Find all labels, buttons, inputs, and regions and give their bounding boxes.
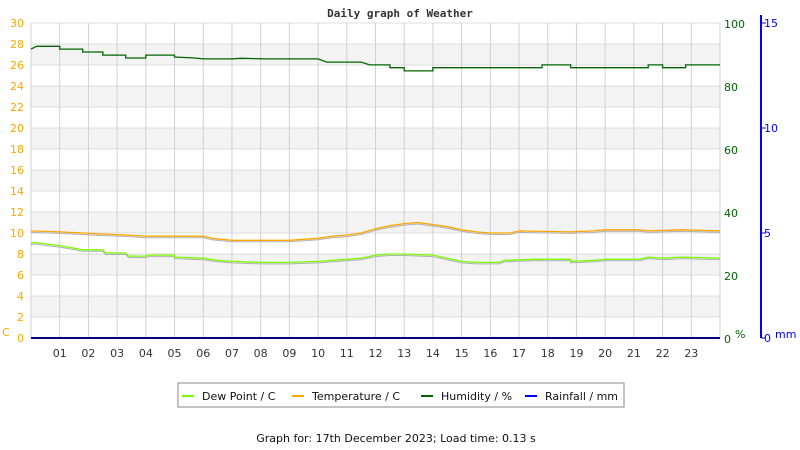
grid — [30, 22, 721, 338]
right-tick-label: 40 — [724, 207, 738, 220]
x-tick-label: 02 — [81, 347, 95, 360]
left-tick-label: 10 — [10, 227, 24, 240]
right-tick-label: 20 — [724, 270, 738, 283]
x-tick-label: 18 — [541, 347, 555, 360]
x-tick-label: 08 — [254, 347, 268, 360]
right-tick-label: 100 — [724, 18, 745, 31]
rain-axis-label: mm — [775, 328, 796, 341]
rain-tick-label: 10 — [764, 122, 778, 135]
x-tick-label: 05 — [168, 347, 182, 360]
x-tick-label: 15 — [455, 347, 469, 360]
x-tick-label: 12 — [369, 347, 383, 360]
footer-text: Graph for: 17th December 2023; Load time… — [256, 432, 536, 445]
left-tick-label: 2 — [17, 311, 24, 324]
legend-item: Rainfall / mm — [545, 390, 618, 403]
axes: 01 02 03 04 05 06 07 08 09 10 11 12 13 14 15 16 17 18 19 20… — [2, 15, 796, 360]
x-tick-label: 09 — [282, 347, 296, 360]
chart-title: Daily graph of Weather — [327, 7, 473, 20]
rain-tick-label: 0 — [764, 332, 771, 345]
x-tick-label: 17 — [512, 347, 526, 360]
rain-tick-label: 15 — [764, 17, 778, 30]
left-tick-label: 26 — [10, 59, 24, 72]
series-line-humidity — [30, 45, 720, 72]
x-tick-label: 19 — [569, 347, 583, 360]
right-tick-label: 80 — [724, 81, 738, 94]
left-tick-label: 16 — [10, 164, 24, 177]
legend: Dew Point / C Temperature / C Humidity / %… — [177, 382, 625, 408]
right-tick-label: 0 — [724, 333, 731, 346]
left-tick-label: 6 — [17, 269, 24, 282]
rain-tick-label: 5 — [764, 227, 771, 240]
right-axis-label: % — [735, 328, 745, 341]
x-tick-label: 01 — [53, 347, 67, 360]
legend-item: Temperature / C — [311, 390, 400, 403]
left-tick-label: 8 — [17, 248, 24, 261]
x-tick-label: 10 — [311, 347, 325, 360]
left-tick-label: 30 — [10, 17, 24, 30]
left-tick-label: 12 — [10, 206, 24, 219]
x-tick-label: 13 — [397, 347, 411, 360]
x-tick-label: 20 — [598, 347, 612, 360]
left-tick-label: 20 — [10, 122, 24, 135]
x-tick-label: 22 — [656, 347, 670, 360]
left-tick-label: 18 — [10, 143, 24, 156]
x-tick-label: 06 — [196, 347, 210, 360]
x-tick-label: 23 — [684, 347, 698, 360]
legend-item: Humidity / % — [441, 390, 512, 403]
left-tick-label: 28 — [10, 38, 24, 51]
left-axis-label: C — [2, 326, 10, 339]
x-tick-label: 11 — [340, 347, 354, 360]
left-tick-label: 14 — [10, 185, 24, 198]
legend-item: Dew Point / C — [202, 390, 276, 403]
x-tick-label: 14 — [426, 347, 440, 360]
x-tick-label: 07 — [225, 347, 239, 360]
left-tick-label: 22 — [10, 101, 24, 114]
x-tick-label: 04 — [139, 347, 153, 360]
series-line-temperature — [30, 221, 721, 241]
series-line-dew — [30, 241, 721, 264]
x-tick-label: 16 — [483, 347, 497, 360]
x-tick-label: 03 — [110, 347, 124, 360]
series-shadow-line — [30, 243, 721, 265]
left-tick-label: 4 — [17, 290, 24, 303]
left-tick-label: 24 — [10, 80, 24, 93]
x-tick-label: 21 — [627, 347, 641, 360]
left-tick-label: 0 — [17, 332, 24, 345]
series-shadow-line — [30, 223, 721, 243]
right-tick-label: 60 — [724, 144, 738, 157]
